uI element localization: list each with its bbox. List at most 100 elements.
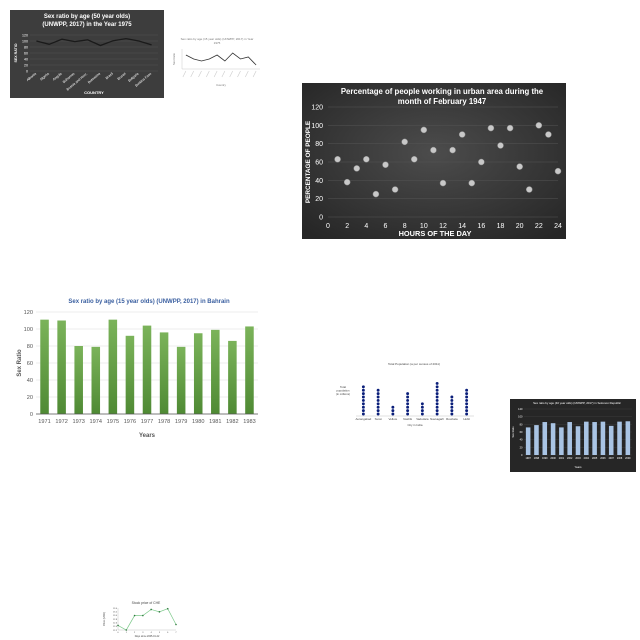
x-tick-label: 20	[516, 223, 524, 230]
data-dot	[465, 389, 468, 392]
y-tick-label: 0	[26, 69, 28, 73]
y-tick-label: 80	[27, 344, 33, 350]
x-tick-label: 1971	[38, 419, 50, 425]
bar	[626, 421, 631, 455]
chart-sex-ratio-50-1975-svg: Sex ratio by age (50 year olds)(UNWPP, 2…	[10, 10, 164, 98]
y-axis-label: Price (USD)	[102, 612, 106, 626]
data-point	[117, 625, 119, 627]
chart-title: month of February 1947	[398, 97, 486, 106]
bar	[194, 333, 203, 414]
data-point	[150, 609, 152, 611]
chart-title: Sex ratio by age (50 year olds)	[44, 14, 130, 20]
data-point	[507, 125, 513, 131]
x-tick-label: 6	[167, 632, 169, 634]
chart-urban-workers-1947: Percentage of people working in urban ar…	[302, 83, 566, 239]
y-tick-label: 60	[27, 361, 33, 367]
data-point	[402, 139, 408, 145]
x-tick-label: 5	[159, 632, 161, 634]
data-dot	[436, 399, 439, 402]
x-axis-label: HOURS OF THE DAY	[399, 229, 472, 238]
data-dot	[465, 413, 468, 416]
data-dot	[377, 396, 380, 399]
data-point	[430, 147, 436, 153]
x-tick-label: 1973	[72, 419, 84, 425]
data-point	[159, 611, 161, 613]
y-tick-label: 100	[311, 123, 323, 130]
x-tick-label: 2001	[559, 457, 565, 460]
chart-che-stock: Stock price of CHE 12.2 12.4 12.6 12.8 13.0 13…	[100, 600, 182, 640]
data-dot	[406, 406, 409, 409]
data-point	[175, 624, 177, 626]
chart-urban-workers-1947-svg: Percentage of people working in urban ar…	[302, 83, 566, 239]
data-point	[125, 629, 127, 631]
x-tick-label: Vadodara	[416, 417, 429, 421]
data-dot	[391, 409, 394, 412]
y-tick-label: 120	[24, 310, 33, 316]
chart-che-stock-svg: Stock price of CHE12.212.412.612.813.013…	[100, 600, 182, 640]
x-tick-label: 4	[151, 632, 153, 634]
data-point	[555, 168, 561, 174]
bar	[228, 341, 237, 414]
x-tick-label: 2000	[550, 457, 556, 460]
bar	[40, 320, 49, 414]
y-tick-label: 40	[27, 378, 33, 384]
data-point	[392, 187, 398, 193]
x-tick-label: 1982	[226, 419, 238, 425]
y-tick-label: 80	[24, 45, 28, 49]
data-dot	[362, 385, 365, 388]
x-tick-label: Aurangabad	[355, 417, 371, 421]
x-tick-label: 24	[554, 223, 562, 230]
data-point	[167, 608, 169, 610]
x-tick-label: 1997	[525, 457, 531, 460]
x-tick-label: 16	[477, 223, 485, 230]
x-tick-label: 2003	[575, 457, 581, 460]
y-axis-label: Sex Ratio	[17, 349, 23, 377]
data-dot	[421, 413, 424, 416]
chart-sex-ratio-15-1975: Sex ratio by age (15 year olds) (UNWPP, …	[170, 35, 264, 91]
x-tick-label: 1999	[542, 457, 548, 460]
data-dot	[377, 413, 380, 416]
x-tick-label: 22	[535, 223, 543, 230]
x-tick-label: 0	[117, 632, 119, 634]
data-dot	[465, 402, 468, 405]
bar	[92, 347, 101, 414]
data-point	[373, 191, 379, 197]
data-dot	[406, 396, 409, 399]
bar	[143, 326, 152, 414]
data-point	[363, 156, 369, 162]
x-axis-label: COUNTRY	[84, 90, 104, 95]
data-dot	[406, 409, 409, 412]
y-tick-label: 100	[22, 39, 28, 43]
bar	[551, 423, 556, 455]
data-point	[134, 615, 136, 617]
x-tick-label: 2005	[592, 457, 598, 460]
data-dot	[450, 396, 453, 399]
data-dot	[377, 409, 380, 412]
data-dot	[436, 389, 439, 392]
x-tick-label: 1976	[124, 419, 136, 425]
data-dot	[436, 385, 439, 388]
y-axis-label: PERCENTAGE OF PEOPLE	[305, 120, 312, 203]
x-tick-label: 1977	[141, 419, 153, 425]
data-dot	[391, 413, 394, 416]
data-point	[344, 179, 350, 185]
x-tick-label: 2002	[567, 457, 573, 460]
x-axis-label: Country	[216, 83, 226, 87]
y-tick-label: 60	[24, 51, 28, 55]
y-tick-label: 20	[27, 395, 33, 401]
x-tick-label: 2	[134, 632, 136, 634]
chart-india-population: Total Population (a per census of 2011) T…	[334, 360, 478, 428]
data-dot	[377, 389, 380, 392]
data-dot	[450, 409, 453, 412]
bar	[211, 330, 220, 414]
x-tick-label: 1983	[243, 419, 255, 425]
data-point	[469, 180, 475, 186]
data-dot	[436, 402, 439, 405]
data-point	[440, 180, 446, 186]
y-tick-label: 12.8	[113, 619, 118, 621]
y-tick-label: 80	[315, 141, 323, 148]
x-tick-label: 1974	[90, 419, 102, 425]
x-axis-label: City in India	[407, 423, 422, 427]
bar	[57, 321, 66, 415]
x-axis-label: Years	[139, 433, 156, 439]
